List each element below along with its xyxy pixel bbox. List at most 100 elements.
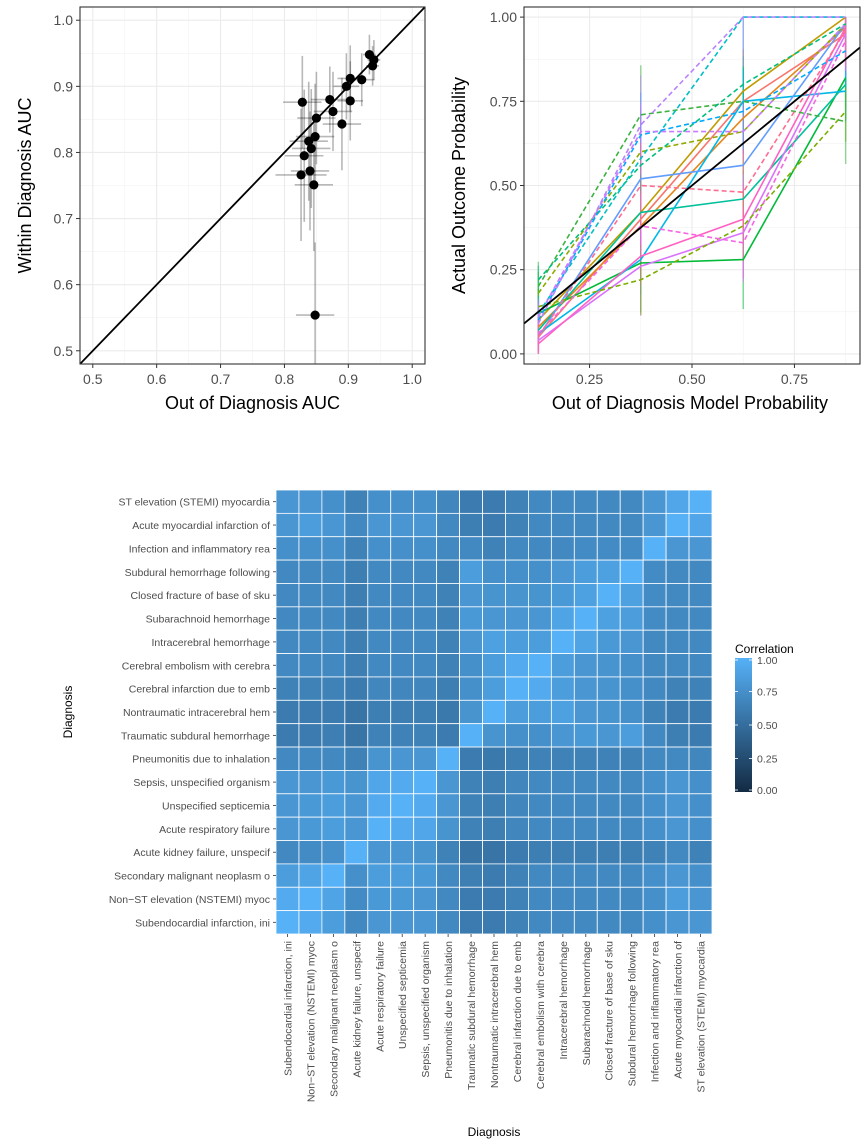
- heatmap-cell: [505, 910, 529, 935]
- heatmap-cell: [482, 816, 506, 841]
- x-tick-label: 0.6: [147, 371, 167, 387]
- series-line: [538, 110, 847, 308]
- heatmap-cell: [367, 793, 392, 818]
- heatmap-cell: [482, 676, 506, 701]
- heatmap-cell: [367, 606, 392, 631]
- y-tick-label: 0.5: [54, 343, 74, 359]
- heatmap-cell: [390, 723, 415, 748]
- heatmap-cell: [619, 699, 644, 725]
- series-line: [537, 26, 847, 345]
- heatmap-cell: [550, 910, 575, 935]
- heatmap-cell: [275, 559, 300, 584]
- heatmap-cell: [550, 606, 575, 631]
- heatmap-cell: [298, 723, 323, 748]
- heatmap-cell: [573, 910, 598, 935]
- heatmap-cell: [367, 489, 392, 514]
- y-tick-label: Unspecified septicemia: [162, 800, 270, 812]
- heatmap-cell: [665, 559, 690, 584]
- y-axis-title: Within Diagnosis AUC: [15, 97, 35, 273]
- heatmap-cell: [528, 583, 552, 608]
- heatmap-cell: [596, 816, 621, 841]
- heatmap-cell: [367, 816, 392, 841]
- heatmap-cell: [298, 606, 323, 631]
- heatmap-cell: [413, 559, 438, 584]
- heatmap-cell: [459, 512, 483, 538]
- heatmap-cell: [390, 793, 415, 818]
- heatmap-cell: [573, 840, 598, 865]
- heatmap-cell: [688, 723, 713, 748]
- heatmap-cell: [459, 746, 483, 771]
- heatmap-cell: [344, 723, 369, 748]
- heatmap-cell: [390, 536, 415, 561]
- heatmap-cell: [573, 653, 598, 678]
- y-tick-label: 1.00: [490, 9, 517, 25]
- heatmap-cell: [688, 653, 713, 678]
- plot-content: [524, 16, 860, 354]
- heatmap-cell: [344, 559, 369, 584]
- heatmap-cell: [459, 886, 483, 912]
- x-tick-label: Acute kidney failure, unspecif: [351, 941, 363, 1078]
- heatmap-cell: [688, 559, 713, 584]
- y-axis-title: Actual Outcome Probability: [449, 77, 469, 294]
- series-line: [537, 16, 846, 314]
- heatmap-cell: [550, 536, 575, 561]
- y-tick-label: Acute respiratory failure: [159, 824, 270, 836]
- heatmap-cell: [573, 606, 598, 631]
- heatmap-cell: [596, 770, 621, 795]
- heatmap-cell: [413, 746, 438, 771]
- heatmap-cell: [367, 886, 392, 912]
- heatmap-cell: [344, 886, 369, 912]
- x-tick-label: Subendocardial infarction, ini: [282, 941, 294, 1076]
- heatmap-cell: [550, 583, 575, 608]
- heatmap-cell: [573, 629, 598, 654]
- heatmap-cell: [298, 653, 323, 678]
- heatmap-cell: [459, 770, 483, 795]
- plot-content: [80, 7, 425, 364]
- heatmap-cell: [436, 699, 460, 725]
- heatmap-cell: [596, 840, 621, 865]
- heatmap-cell: [390, 770, 415, 795]
- heatmap-cell: [596, 676, 621, 701]
- heatmap-cell: [665, 886, 690, 912]
- heatmap-cell: [596, 863, 621, 888]
- calibration-panel: 0.25 0.50 0.75 0.00 0.25 0.50 0.75 1.00 Out of D…: [449, 6, 861, 413]
- heatmap-cell: [459, 489, 483, 514]
- y-tick-label: Cerebral embolism with cerebra: [122, 660, 270, 672]
- heatmap-cell: [482, 770, 506, 795]
- heatmap-cell: [321, 676, 346, 701]
- heatmap-cell: [482, 699, 506, 725]
- heatmap-cell: [528, 816, 552, 841]
- heatmap-cell: [482, 863, 506, 888]
- heatmap-cell: [482, 606, 506, 631]
- x-tick-label: Traumatic subdural hemorrhage: [466, 941, 478, 1090]
- heatmap-cell: [505, 793, 529, 818]
- heatmap-cell: [344, 489, 369, 514]
- heatmap-cell: [275, 746, 300, 771]
- heatmap-cell: [596, 653, 621, 678]
- heatmap-cell: [367, 512, 392, 538]
- heatmap-cell: [344, 583, 369, 608]
- heatmap-cell: [321, 863, 346, 888]
- y-tick-label: 0.50: [490, 178, 517, 194]
- x-axis-title: Diagnosis: [468, 1125, 521, 1139]
- data-point: [305, 166, 315, 176]
- data-point: [325, 94, 335, 105]
- heatmap-cell: [367, 583, 392, 608]
- heatmap-cell: [505, 536, 529, 561]
- heatmap-cell: [436, 653, 460, 678]
- heatmap-cell: [436, 863, 460, 888]
- heatmap-cell: [550, 559, 575, 584]
- heatmap-cell: [665, 583, 690, 608]
- heatmap-cell: [275, 606, 300, 631]
- heatmap-cell: [275, 653, 300, 678]
- heatmap-cell: [665, 816, 690, 841]
- y-tick-label: 0.6: [54, 277, 74, 293]
- heatmap-cell: [459, 536, 483, 561]
- heatmap-cell: [688, 816, 713, 841]
- heatmap-cell: [505, 863, 529, 888]
- heatmap-cell: [550, 629, 575, 654]
- heatmap-cell: [619, 863, 644, 888]
- legend-colorbar: [735, 658, 752, 792]
- y-tick-label: Subendocardial infarction, ini: [135, 917, 270, 929]
- heatmap-cell: [688, 583, 713, 608]
